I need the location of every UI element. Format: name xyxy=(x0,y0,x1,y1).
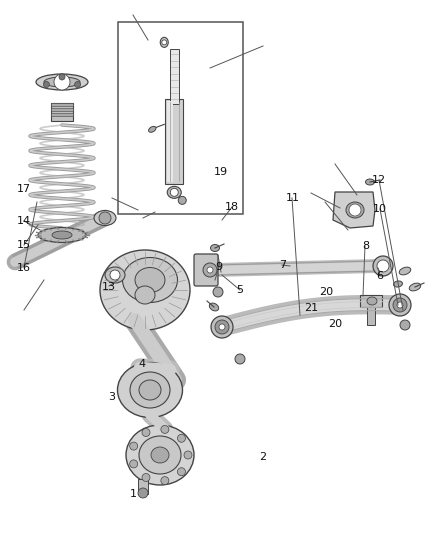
Text: 21: 21 xyxy=(304,303,318,313)
Bar xyxy=(165,99,183,184)
Circle shape xyxy=(74,82,81,87)
Text: 20: 20 xyxy=(328,319,342,329)
Bar xyxy=(367,307,375,325)
Text: 17: 17 xyxy=(17,184,31,194)
Circle shape xyxy=(397,302,403,308)
Ellipse shape xyxy=(211,316,233,338)
Circle shape xyxy=(161,425,169,433)
Circle shape xyxy=(162,40,167,45)
Circle shape xyxy=(219,324,225,330)
Ellipse shape xyxy=(367,297,377,305)
Ellipse shape xyxy=(130,372,170,408)
Text: 20: 20 xyxy=(319,287,333,297)
Circle shape xyxy=(215,320,229,334)
Text: 11: 11 xyxy=(286,193,300,203)
Circle shape xyxy=(161,477,169,484)
Ellipse shape xyxy=(373,256,393,276)
Text: 12: 12 xyxy=(372,175,386,185)
Ellipse shape xyxy=(365,179,374,185)
Ellipse shape xyxy=(117,362,183,417)
Bar xyxy=(170,50,179,104)
Bar xyxy=(51,103,73,121)
Circle shape xyxy=(170,188,178,196)
Ellipse shape xyxy=(389,294,411,316)
Circle shape xyxy=(178,196,186,204)
Ellipse shape xyxy=(167,187,181,198)
Text: 2: 2 xyxy=(259,452,266,462)
Text: 13: 13 xyxy=(102,282,116,292)
Circle shape xyxy=(177,468,185,476)
Ellipse shape xyxy=(139,380,161,400)
Polygon shape xyxy=(333,192,375,228)
Bar xyxy=(51,108,73,111)
Ellipse shape xyxy=(148,126,156,132)
Ellipse shape xyxy=(393,281,403,287)
Text: 1: 1 xyxy=(130,489,137,499)
Ellipse shape xyxy=(94,211,116,225)
Ellipse shape xyxy=(139,436,181,474)
Circle shape xyxy=(349,204,361,216)
Text: 7: 7 xyxy=(279,261,286,270)
Text: 6: 6 xyxy=(377,271,384,281)
Ellipse shape xyxy=(36,74,88,90)
Bar xyxy=(118,22,243,214)
Circle shape xyxy=(142,473,150,481)
Circle shape xyxy=(110,270,120,280)
Circle shape xyxy=(54,74,70,90)
Circle shape xyxy=(400,320,410,330)
Ellipse shape xyxy=(44,77,80,87)
Text: 16: 16 xyxy=(17,263,31,272)
Circle shape xyxy=(203,263,217,277)
Ellipse shape xyxy=(105,267,125,283)
Circle shape xyxy=(235,354,245,364)
Circle shape xyxy=(207,267,213,273)
Circle shape xyxy=(184,451,192,459)
Ellipse shape xyxy=(409,283,421,291)
Ellipse shape xyxy=(399,267,411,275)
Bar xyxy=(51,113,73,116)
Bar xyxy=(167,101,173,182)
Bar xyxy=(138,479,148,494)
Text: 5: 5 xyxy=(237,286,244,295)
Circle shape xyxy=(377,260,389,272)
Ellipse shape xyxy=(346,202,364,218)
Ellipse shape xyxy=(151,447,169,463)
Text: 9: 9 xyxy=(215,262,223,271)
Text: 19: 19 xyxy=(214,167,228,176)
Ellipse shape xyxy=(123,257,177,303)
Circle shape xyxy=(142,429,150,437)
Ellipse shape xyxy=(100,250,190,330)
Circle shape xyxy=(130,460,138,468)
Bar xyxy=(360,295,382,307)
Ellipse shape xyxy=(126,425,194,485)
Circle shape xyxy=(130,442,138,450)
Ellipse shape xyxy=(135,268,165,293)
Circle shape xyxy=(99,212,111,224)
Circle shape xyxy=(213,287,223,297)
Text: 8: 8 xyxy=(362,241,369,251)
Ellipse shape xyxy=(52,231,72,239)
Text: 18: 18 xyxy=(225,202,239,212)
Circle shape xyxy=(138,488,148,498)
Circle shape xyxy=(43,82,49,87)
Text: 3: 3 xyxy=(108,392,115,402)
Ellipse shape xyxy=(209,303,219,311)
Ellipse shape xyxy=(135,286,155,304)
Text: 4: 4 xyxy=(139,359,146,368)
Ellipse shape xyxy=(211,245,219,252)
Ellipse shape xyxy=(160,37,168,47)
Circle shape xyxy=(177,434,185,442)
Circle shape xyxy=(393,298,407,312)
Text: 10: 10 xyxy=(373,204,387,214)
Bar xyxy=(51,103,73,106)
Text: 14: 14 xyxy=(17,216,31,226)
Ellipse shape xyxy=(38,228,86,243)
FancyBboxPatch shape xyxy=(194,254,218,286)
Text: 15: 15 xyxy=(17,240,31,250)
Circle shape xyxy=(59,74,65,80)
